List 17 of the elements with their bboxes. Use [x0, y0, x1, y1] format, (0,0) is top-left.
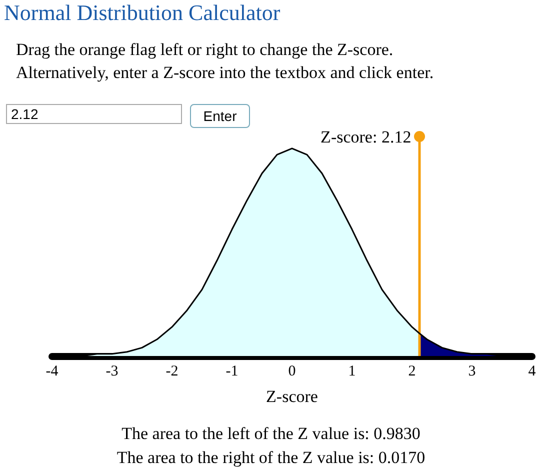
- x-tick-label: 4: [528, 364, 536, 380]
- x-tick-label: -2: [166, 364, 178, 380]
- text: 2.12: [6, 104, 182, 124]
- x-tick-label: -1: [226, 364, 238, 380]
- x-tick-label: 3: [468, 364, 476, 380]
- ref-line-label: Z-score: 2.12: [320, 128, 412, 146]
- x-tick-label: 2: [408, 364, 416, 380]
- chart-subtitle: Drag the orange flag left or right to change the Z-score. Alternatively, enter a Z-score into the textbox and click enter.: [16, 39, 434, 84]
- text: The area to the right of the Z value is: 0.0170: [116, 447, 426, 469]
- x-axis-title: Z-score: [266, 387, 318, 406]
- x-tick-label: -4: [46, 364, 59, 380]
- x-tick-label: 1: [348, 364, 356, 380]
- x-tick-label: -3: [106, 364, 118, 380]
- chart-title: Normal Distribution Calculator: [4, 0, 280, 26]
- text: The area to the left of the Z value is: 0.9830: [120, 423, 422, 445]
- text: Enter: [190, 104, 250, 128]
- x-tick-label: 0: [288, 364, 296, 380]
